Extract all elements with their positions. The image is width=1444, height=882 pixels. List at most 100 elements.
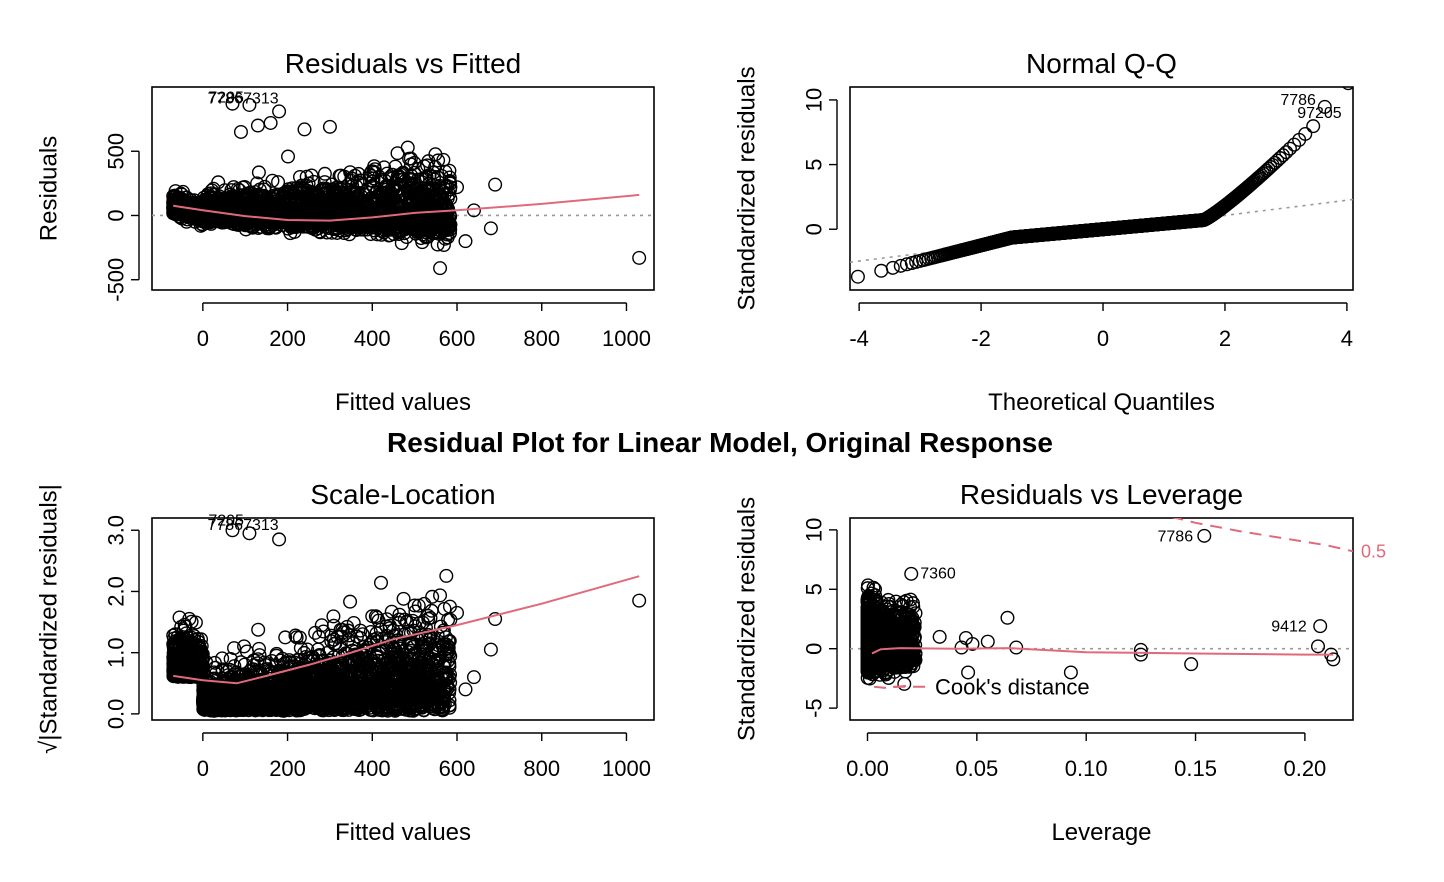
data-point [488,177,503,192]
data-point [358,208,373,223]
data-point [265,173,280,188]
data-point [272,104,287,119]
y-tick-label: -500 [104,258,129,302]
x-tick-label: -2 [971,326,991,351]
y-tick-label: 0 [104,209,129,221]
y-tick-label: 1.0 [104,637,129,668]
data-point [899,257,914,272]
smoother-line [173,193,640,222]
data-point [318,199,333,214]
data-point [317,166,332,181]
plot-frame [151,517,655,721]
data-point [210,209,225,224]
data-point [390,146,405,161]
data-point [347,200,362,215]
y-tick-label: 0.0 [104,699,129,730]
data-point [438,212,453,227]
data-point [225,205,240,220]
data-point [885,260,900,275]
x-tick-label: 4 [1341,326,1353,351]
data-point [377,218,392,233]
data-point [1282,141,1297,156]
data-point [421,154,436,169]
data-point [301,176,316,191]
y-tick-label: 5 [802,158,827,170]
data-point [1298,126,1313,141]
data-point [332,192,347,207]
y-axis-label: Standardized residuals [733,66,760,310]
point-id-label: 7786 [1280,92,1316,109]
plot-frame [151,86,655,291]
data-point [405,192,420,207]
x-tick-label: 600 [439,756,476,781]
data-point [1279,145,1294,160]
x-axis-label: Theoretical Quantiles [988,389,1215,416]
data-point [271,189,286,204]
main-title: Residual Plot for Linear Model, Original… [387,427,1053,458]
data-point [215,651,230,666]
x-tick-label: 1000 [602,756,651,781]
data-point [433,261,448,276]
x-tick-label: 800 [523,326,560,351]
data-point [850,269,865,284]
data-point [287,224,302,239]
x-tick-label: 0 [1097,326,1109,351]
x-tick-label: 400 [354,756,391,781]
x-tick-label: 2 [1219,326,1231,351]
data-point [425,589,440,604]
x-tick-label: 200 [269,756,306,781]
x-tick-label: 400 [354,326,391,351]
data-point [335,217,350,232]
point-id-label: 97205 [1297,105,1342,122]
data-point [226,180,241,195]
data-point [365,609,380,624]
data-point [319,210,334,225]
panel-title: Scale-Location [310,479,495,510]
data-point [324,177,339,192]
data-point [364,168,379,183]
data-point [396,591,411,606]
data-point [1306,119,1321,134]
data-point [390,198,405,213]
y-axis-label: Residuals [35,136,62,241]
data-point [380,197,395,212]
data-point [374,575,389,590]
data-point [309,202,324,217]
x-axis-label: Fitted values [335,819,471,846]
data-point [168,189,183,204]
data-point [313,183,328,198]
data-point [328,185,343,200]
data-point [347,168,362,183]
data-point [450,180,465,195]
data-point [207,212,222,227]
data-point [394,166,409,181]
data-point [281,149,296,164]
data-point [434,168,449,183]
data-point [191,205,206,220]
data-point [260,195,275,210]
data-point [1342,87,1353,91]
data-point [402,151,417,166]
point-id-label: 77867313 [207,91,278,108]
data-point [297,122,312,137]
data-point [322,119,337,134]
x-tick-label: 600 [439,326,476,351]
data-point [333,185,348,200]
data-layer [166,523,647,718]
data-point [233,124,248,139]
data-point [337,169,352,184]
data-point [431,153,446,168]
data-point [262,209,277,224]
data-point [393,215,408,230]
data-layer [152,96,654,276]
data-point [263,115,278,130]
data-point [304,184,319,199]
x-tick-label: -4 [849,326,869,351]
data-point [1317,99,1332,114]
data-point [300,191,315,206]
y-tick-label: 2.0 [104,576,129,607]
data-point [326,609,341,624]
data-point [350,191,365,206]
